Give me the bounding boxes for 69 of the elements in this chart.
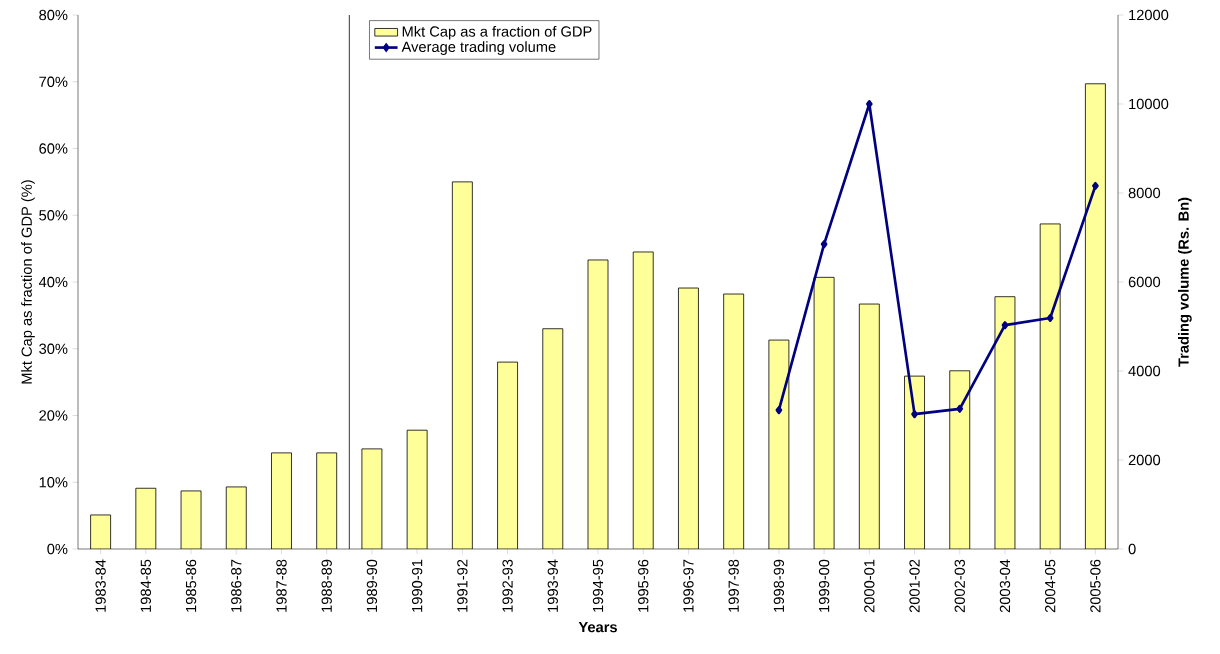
bar (451, 181, 473, 549)
x-tick-label: 1988-89 (321, 559, 332, 612)
bar (768, 339, 790, 549)
y-tick-label: 80% (39, 9, 68, 21)
x-tick-label: 1992-93 (502, 559, 513, 612)
bar (1085, 83, 1106, 549)
x-tick-label: 1985-86 (185, 559, 197, 612)
x-tick-label: 2004-05 (1045, 559, 1056, 613)
bar (904, 375, 925, 549)
y2-tick-label: 8000 (1128, 187, 1161, 199)
point (911, 410, 918, 419)
bar (678, 287, 699, 549)
bar (135, 487, 157, 549)
bar (542, 328, 564, 549)
y-tick-label: 40% (38, 276, 68, 288)
bar (723, 293, 745, 549)
legend-label: Mkt Cap as a fraction of GDP (402, 25, 592, 40)
x-tick-label: 2001-02 (909, 559, 920, 613)
bar (316, 452, 338, 549)
x-tick-label: 1994-95 (592, 559, 604, 612)
point (775, 406, 783, 415)
bar (1039, 223, 1061, 549)
x-tick-label: 1984-85 (140, 559, 152, 612)
y-tick-label: 10% (39, 477, 68, 488)
x-tick-label: 1987-88 (276, 559, 287, 612)
x-tick-label: 1989-90 (366, 559, 378, 612)
bar (994, 296, 1016, 549)
x-axis-title: Years (578, 622, 617, 633)
y2-axis-title: Trading volume (Rs. Bn) (1178, 197, 1192, 367)
point (1092, 181, 1099, 190)
x-tick-label: 1993-94 (547, 559, 558, 612)
y2-tick-label: 6000 (1128, 276, 1161, 288)
point (865, 99, 873, 108)
y-tick-label: 70% (39, 76, 68, 87)
y2-tick-label: 0 (1128, 543, 1136, 555)
y2-tick-label: 4000 (1128, 365, 1161, 377)
y-tick-label: 50% (39, 210, 68, 221)
bar (271, 452, 292, 549)
point (956, 404, 964, 413)
x-tick-label: 1995-96 (638, 559, 649, 612)
y-tick-label: 0% (47, 543, 68, 555)
y-tick-label: 60% (39, 143, 68, 154)
y-tick-label: 30% (39, 343, 68, 354)
x-tick-label: 1998-99 (773, 559, 785, 612)
x-tick-label: 1996-97 (683, 559, 694, 612)
bar (632, 251, 654, 549)
bar (497, 361, 518, 549)
y-axis-title: Mkt Cap as fraction of GDP (%) (21, 180, 35, 384)
x-tick-label: 2003-04 (999, 559, 1011, 613)
point (1001, 321, 1009, 330)
x-tick-label: 2000-01 (864, 559, 875, 613)
x-tick-label: 1999-00 (818, 559, 830, 612)
point (820, 240, 828, 249)
x-tick-label: 1990-91 (411, 559, 423, 612)
y2-tick-label: 2000 (1128, 454, 1161, 466)
x-tick-label: 1986-87 (231, 559, 242, 612)
x-tick-label: 2002-03 (954, 559, 965, 613)
y2-tick-label: 12000 (1129, 9, 1169, 21)
x-tick-label: 1991-92 (457, 559, 468, 612)
y2-tick-label: 10000 (1129, 98, 1169, 110)
x-tick-label: 1983-84 (95, 559, 106, 612)
y-tick-label: 20% (39, 410, 68, 421)
x-tick-label: 2005-06 (1090, 559, 1101, 613)
legend-label: Average trading volume (401, 41, 556, 55)
point (1046, 314, 1054, 323)
bar (225, 486, 247, 549)
bar (858, 303, 880, 549)
bar (949, 370, 971, 549)
x-tick-label: 1997-98 (728, 559, 739, 612)
